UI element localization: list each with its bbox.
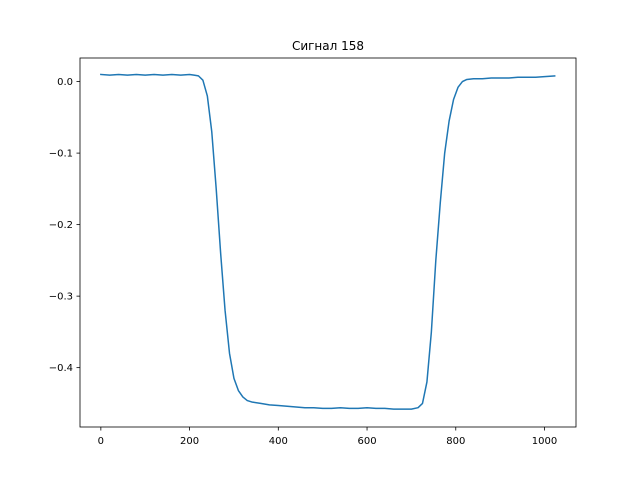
y-axis: 0.0 −0.1 −0.2 −0.3 −0.4	[49, 77, 80, 374]
x-tick-label: 200	[180, 436, 199, 447]
y-tick-label: −0.4	[49, 363, 73, 374]
x-axis: 0 200 400 600 800 1000	[98, 427, 557, 447]
y-tick-label: −0.3	[49, 292, 73, 303]
plot-area-frame	[79, 57, 577, 428]
y-tick-label: −0.2	[49, 220, 73, 231]
x-tick-label: 0	[98, 436, 104, 447]
y-tick-label: −0.1	[49, 149, 73, 160]
y-tick-label: 0.0	[57, 77, 73, 88]
series-layer	[100, 73, 556, 410]
x-tick-label: 400	[269, 436, 288, 447]
chart-title: Сигнал 158	[292, 39, 364, 53]
series-line-0	[100, 73, 556, 410]
x-tick-label: 1000	[532, 436, 557, 447]
x-tick-label: 800	[446, 436, 465, 447]
x-tick-label: 600	[357, 436, 376, 447]
